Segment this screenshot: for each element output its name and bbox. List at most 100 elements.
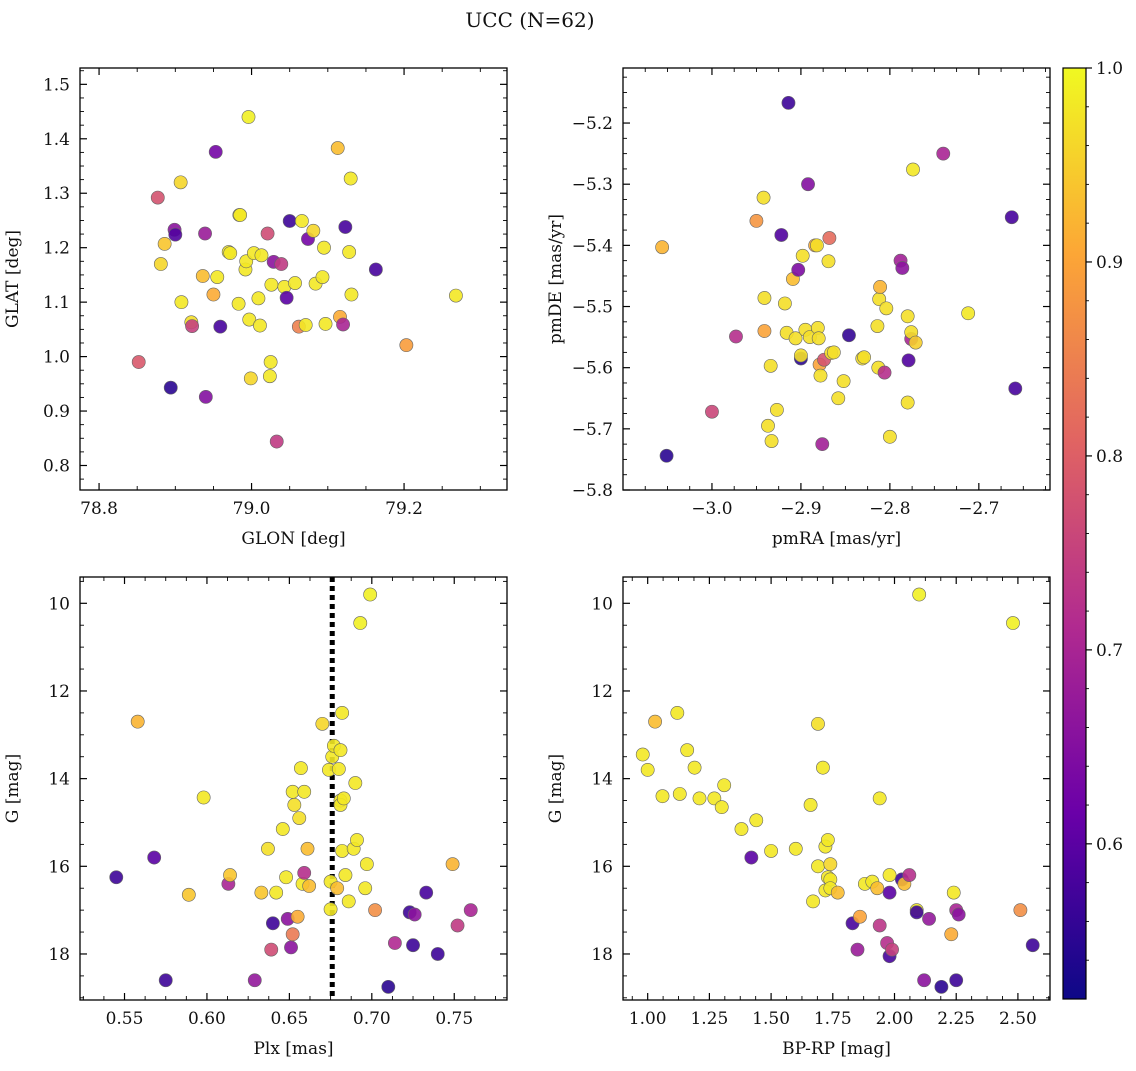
data-point [157,236,172,251]
data-point [811,331,826,346]
data-point [822,231,837,245]
x-tick-label: 1.00 [629,1009,667,1029]
scatter-panel-plx-g: 0.55 0.60 0.65 0.70 0.75 10 12 14 16 18 Plx [mas] G… [3,576,508,1059]
y-tick-label: 14 [48,770,70,790]
data-point [811,859,825,874]
data-point [350,833,364,847]
data-point [262,369,277,384]
plot-frame [622,576,1051,1001]
data-point [801,177,815,192]
data-point [714,800,729,815]
data-point [381,979,396,994]
data-point [717,778,732,793]
x-tick-label: −3.0 [691,499,732,519]
y-tick-label: 16 [591,857,613,877]
y-tick-label: 10 [48,594,70,614]
data-point [251,291,266,306]
x-tick-label: 2.25 [937,1009,975,1029]
x-tick-label: 0.70 [353,1009,391,1029]
y-tick-label: 14 [591,770,613,790]
y-tick-label: 18 [48,945,70,965]
data-point [655,789,670,804]
data-point [406,938,420,953]
data-point [263,355,278,369]
y-tick-label: 12 [48,682,70,702]
data-point [243,371,258,386]
colorbar-tick-label: 0.7 [1096,641,1123,661]
data-point [210,270,225,284]
data-point [853,909,867,924]
data-point [233,208,248,222]
data-point [343,171,358,186]
data-point [315,270,330,284]
y-tick-label: 0.8 [43,456,70,476]
data-point [659,448,674,463]
colorbar: 0.6 0.7 0.8 0.9 1.0 [1062,59,1123,1000]
data-point [815,437,830,452]
data-point [922,912,936,926]
colorbar-gradient [1062,67,1087,1000]
data-point [906,162,920,177]
x-tick-label: 0.55 [106,1009,144,1029]
data-point [946,885,961,900]
data-point [788,331,803,346]
data-point [336,317,350,332]
data-point [419,885,434,900]
data-point [223,868,237,882]
data-point [912,587,927,602]
data-point [265,916,280,931]
data-point [333,743,348,758]
data-point [806,894,820,909]
data-point [781,95,796,110]
data-point [655,240,670,255]
data-point [269,434,284,449]
colorbar-tick-label: 0.8 [1096,447,1123,467]
data-point [882,885,897,900]
data-point [254,885,269,900]
data-point [449,288,463,303]
data-point [803,798,818,812]
data-point [877,365,892,380]
scatter-panel-bprp-g: 1.00 1.25 1.50 1.75 2.00 2.25 2.50 10 12 14 16 18 BP… [546,576,1051,1059]
data-point [895,261,910,275]
data-point [359,857,374,872]
data-point [294,761,308,776]
data-point [284,940,298,955]
figure-title: UCC (N=62) [465,8,594,32]
data-point [857,350,871,365]
data-point [231,296,246,311]
data-point [761,418,775,433]
data-point [900,309,915,324]
data-point [253,318,267,333]
data-point [302,879,317,893]
data-point [287,798,302,812]
data-point [778,296,792,311]
data-point [297,865,312,880]
data-point [823,857,838,872]
data-point [147,850,162,865]
data-point [850,942,865,957]
data-point [153,257,168,271]
data-point [1013,903,1028,918]
y-tick-label: 1.0 [43,348,70,368]
scatter-panel-pmra-pmde: −3.0 −2.9 −2.8 −2.7 −5.8 −5.7 −5.6 −5.5 −5.4 −5.3… [546,67,1051,549]
x-tick-label: −2.7 [958,499,999,519]
data-point [794,348,808,363]
data-point [774,228,789,242]
data-point [672,787,687,801]
x-tick-label: 0.60 [188,1009,226,1029]
data-point [315,716,330,731]
data-point [130,714,145,729]
data-point [335,705,350,720]
data-point [944,927,959,942]
data-point [223,246,238,261]
y-tick-label: −5.4 [572,236,613,256]
data-point [342,245,357,259]
scatter-panel-glon-glat: 78.8 79.0 79.2 0.8 0.9 1.0 1.1 1.2 1.3 1.4 1.5 GLON… [3,67,508,549]
data-point [951,907,966,922]
data-point [873,280,887,294]
y-axis-label: G [mag] [546,754,566,823]
data-point [757,291,772,305]
data-point [729,329,743,344]
x-axis-label: pmRA [mas/yr] [772,529,901,549]
